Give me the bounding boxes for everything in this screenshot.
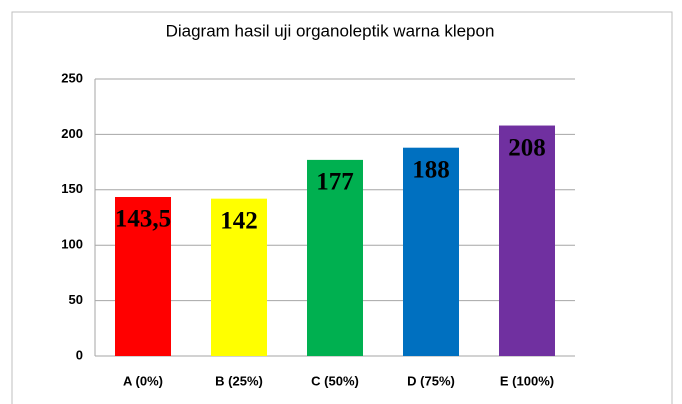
x-tick-label: A (0%) xyxy=(123,373,163,388)
y-tick-label: 250 xyxy=(61,70,83,85)
value-label: 177 xyxy=(316,169,354,196)
bar xyxy=(307,159,363,356)
value-label: 142 xyxy=(220,207,258,234)
value-label: 188 xyxy=(412,156,450,183)
y-tick-label: 150 xyxy=(61,181,83,196)
chart-title: Diagram hasil uji organoleptik warna kle… xyxy=(166,21,495,40)
bar xyxy=(403,147,459,356)
y-tick-label: 100 xyxy=(61,237,83,252)
x-tick-label: D (75%) xyxy=(407,373,455,388)
bar xyxy=(115,197,171,356)
y-tick-label: 50 xyxy=(69,292,83,307)
bar xyxy=(499,125,555,356)
x-tick-label: B (25%) xyxy=(215,373,263,388)
value-label: 143,5 xyxy=(115,206,171,233)
y-tick-label: 0 xyxy=(76,347,83,362)
x-tick-label: C (50%) xyxy=(311,373,359,388)
x-tick-label: E (100%) xyxy=(500,373,554,388)
bar xyxy=(211,198,267,356)
y-tick-label: 200 xyxy=(61,126,83,141)
value-label: 208 xyxy=(508,134,546,161)
